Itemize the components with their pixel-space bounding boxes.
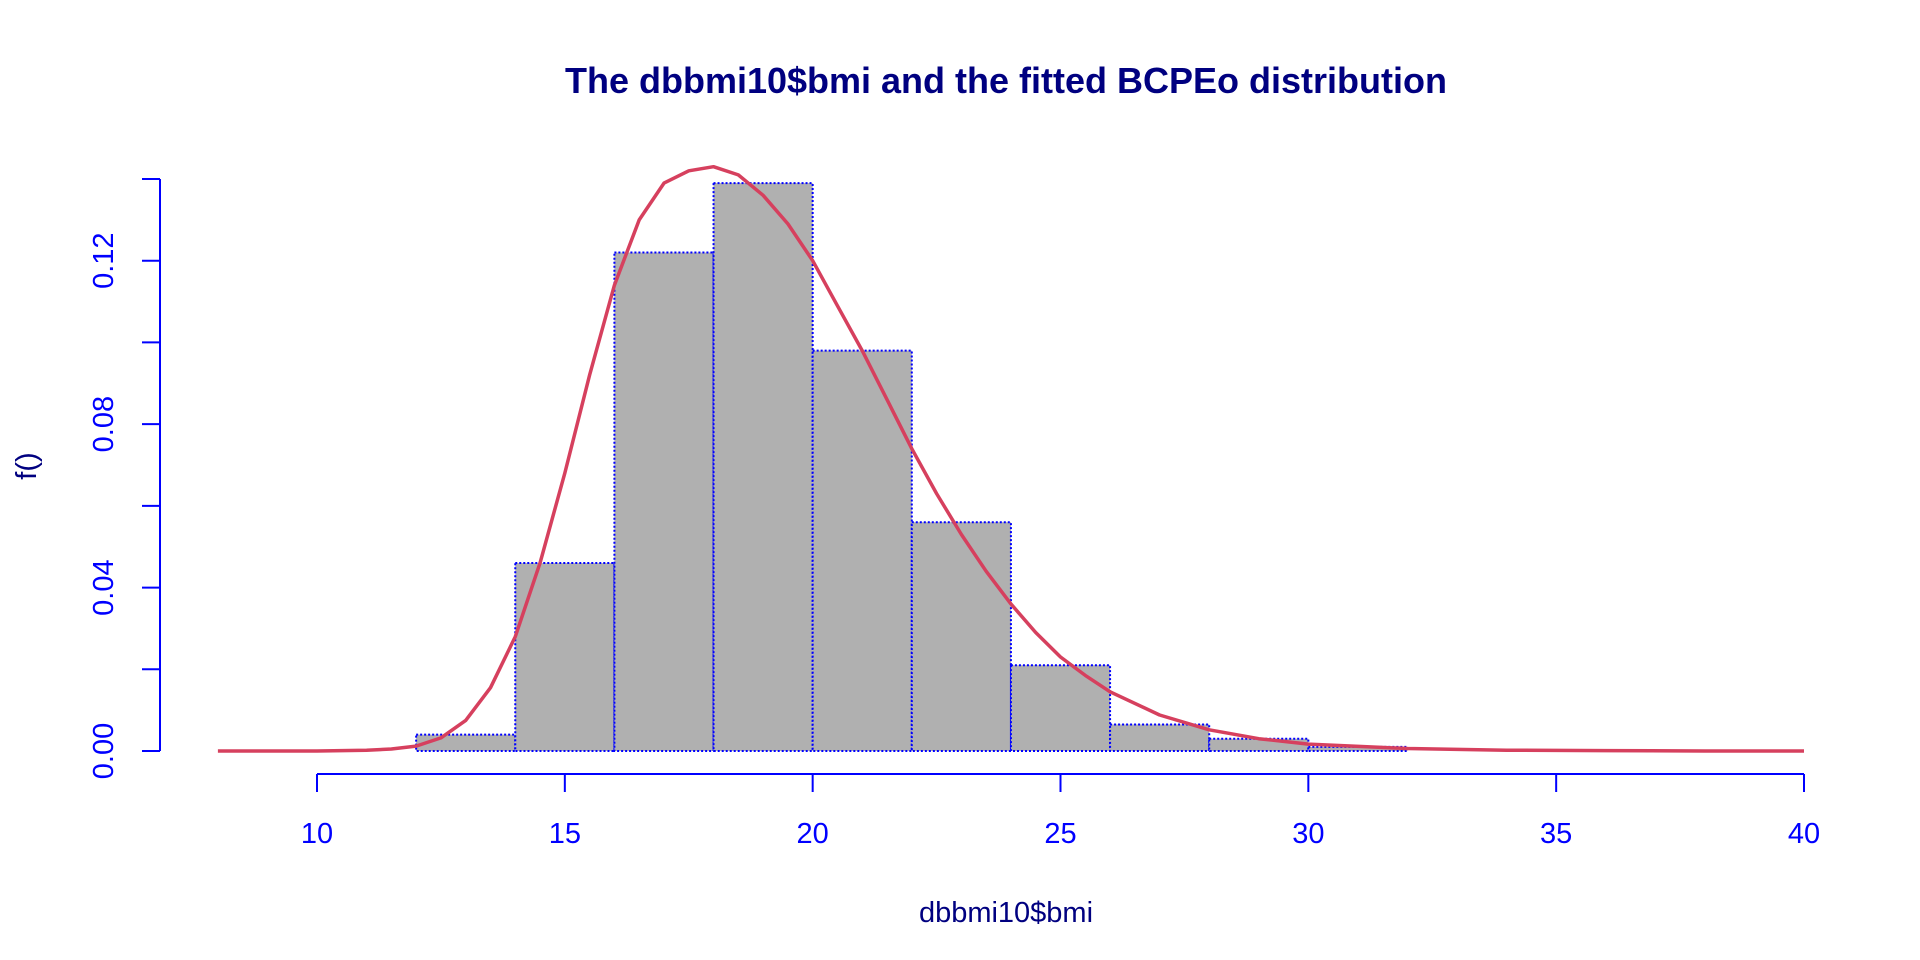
y-tick-label-1: 0.04 <box>88 559 120 615</box>
x-tick-label-4: 30 <box>1292 818 1324 850</box>
x-axis-title: dbbmi10$bmi <box>919 897 1093 929</box>
y-tick-label-2: 0.08 <box>88 396 120 452</box>
x-axis: 10 15 20 25 30 35 40 <box>301 773 1820 850</box>
x-tick-label-2: 20 <box>797 818 829 850</box>
histogram-bar-4 <box>712 182 814 753</box>
chart-title: The dbbmi10$bmi and the fitted BCPEo dis… <box>565 60 1447 101</box>
histogram-bar-9 <box>1208 737 1310 753</box>
fitted-distribution-curve <box>217 164 1804 753</box>
histogram-bar-6 <box>910 521 1012 753</box>
histogram-bar-5 <box>811 349 913 752</box>
fitted-curve-layer <box>217 164 1804 753</box>
x-tick-label-0: 10 <box>301 818 333 850</box>
y-tick-label-3: 0.12 <box>88 232 120 288</box>
y-axis-title: f() <box>11 452 43 479</box>
x-tick-label-5: 35 <box>1540 818 1572 850</box>
y-axis: 0.00 0.04 0.08 0.12 <box>88 178 161 779</box>
histogram-bar-3 <box>613 251 715 753</box>
histogram-bar-7 <box>1009 664 1112 753</box>
histogram-bar-8 <box>1109 723 1211 753</box>
x-tick-label-6: 40 <box>1788 818 1820 850</box>
y-tick-label-0: 0.00 <box>88 723 120 779</box>
x-tick-label-3: 25 <box>1044 818 1076 850</box>
histogram-bar-2 <box>514 562 616 752</box>
x-tick-label-1: 15 <box>549 818 581 850</box>
